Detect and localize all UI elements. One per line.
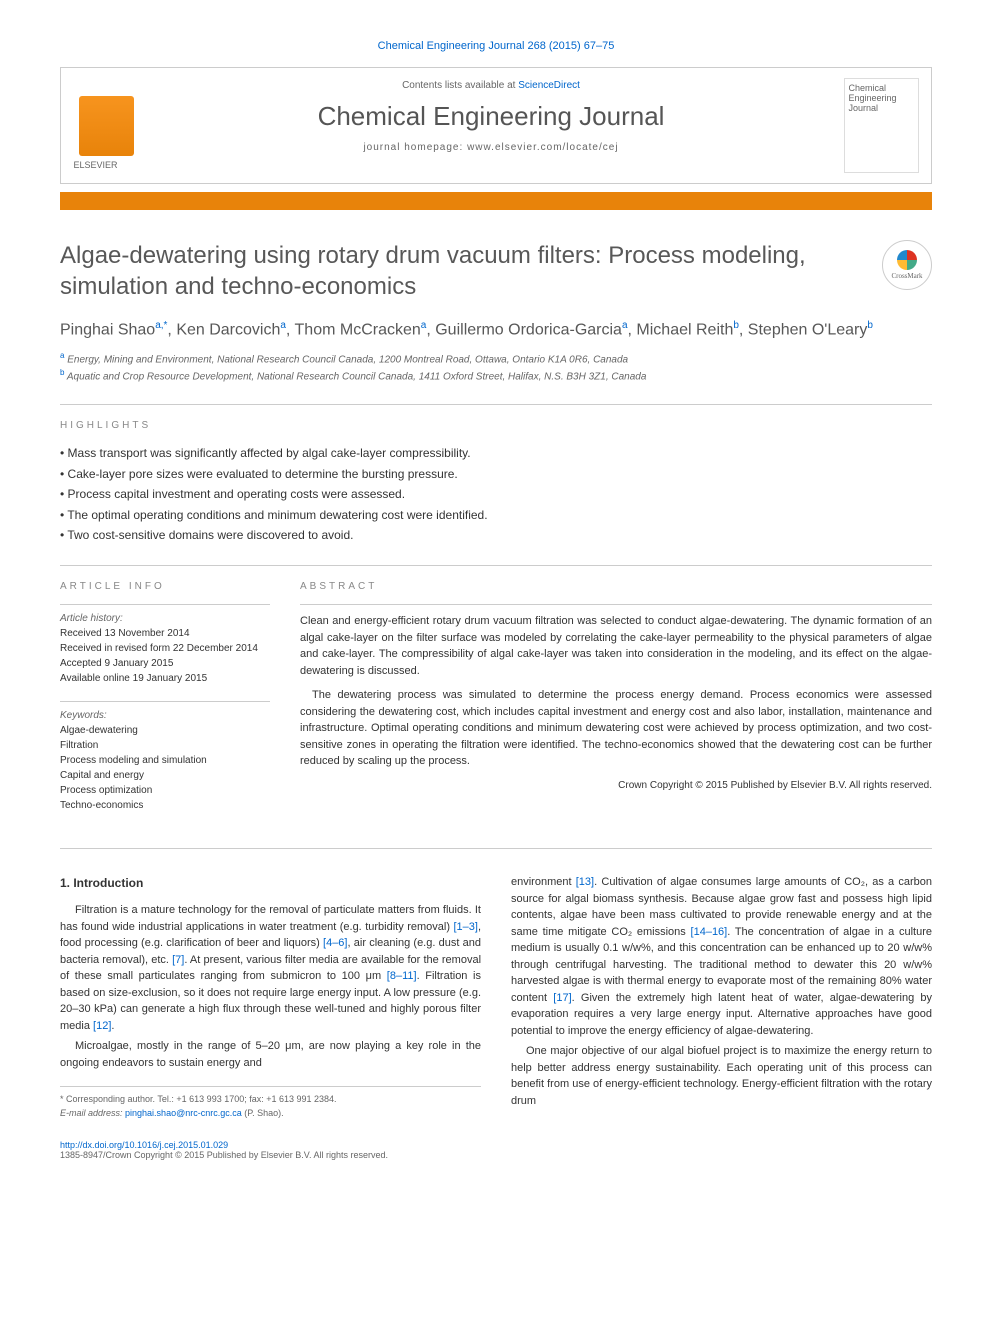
divider	[60, 565, 932, 566]
orange-divider-bar	[60, 192, 932, 210]
highlight-item: Process capital investment and operating…	[60, 484, 932, 504]
ref-link[interactable]: [12]	[93, 1020, 111, 1032]
intro-p2: Microalgae, mostly in the range of 5–20 …	[60, 1038, 481, 1071]
keywords-label: Keywords:	[60, 710, 270, 721]
keyword-item: Filtration	[60, 738, 270, 753]
contents-text: Contents lists available at	[402, 80, 518, 91]
abstract-column: ABSTRACT Clean and energy-efficient rota…	[300, 581, 932, 828]
issn-copyright-line: 1385-8947/Crown Copyright © 2015 Publish…	[60, 1150, 932, 1160]
affiliation-line: b Aquatic and Crop Resource Development,…	[60, 367, 932, 384]
intro-p3: environment [13]. Cultivation of algae c…	[511, 874, 932, 1039]
intro-column-right: environment [13]. Cultivation of algae c…	[511, 874, 932, 1120]
title-row: Algae-dewatering using rotary drum vacuu…	[60, 240, 932, 302]
ref-link[interactable]: [4–6]	[323, 937, 347, 949]
ref-link[interactable]: [1–3]	[453, 921, 477, 933]
history-line: Accepted 9 January 2015	[60, 656, 270, 671]
page-container: Chemical Engineering Journal 268 (2015) …	[0, 0, 992, 1200]
elsevier-logo	[79, 96, 134, 156]
ref-link[interactable]: [17]	[553, 992, 571, 1004]
email-label: E-mail address:	[60, 1108, 125, 1118]
highlight-item: Two cost-sensitive domains were discover…	[60, 525, 932, 545]
ref-link[interactable]: [14–16]	[691, 926, 728, 938]
homepage-url[interactable]: www.elsevier.com/locate/cej	[467, 142, 619, 153]
keyword-item: Capital and energy	[60, 768, 270, 783]
intro-p1: Filtration is a mature technology for th…	[60, 902, 481, 1034]
publisher-logo-cell	[61, 68, 151, 183]
journal-cover-thumbnail: Chemical Engineering Journal	[844, 78, 919, 173]
corr-email-suffix: (P. Shao).	[242, 1108, 284, 1118]
history-line: Received in revised form 22 December 201…	[60, 641, 270, 656]
divider	[60, 848, 932, 849]
crossmark-badge[interactable]: CrossMark	[882, 240, 932, 290]
keyword-item: Algae-dewatering	[60, 723, 270, 738]
ref-link[interactable]: [13]	[576, 876, 594, 888]
corr-email-line: E-mail address: pinghai.shao@nrc-cnrc.gc…	[60, 1107, 481, 1121]
header-center: Contents lists available at ScienceDirec…	[151, 68, 831, 183]
homepage-label: journal homepage:	[363, 142, 467, 153]
intro-heading: 1. Introduction	[60, 874, 481, 892]
ref-link[interactable]: [8–11]	[387, 970, 417, 982]
divider	[60, 404, 932, 405]
affiliation-line: a Energy, Mining and Environment, Nation…	[60, 350, 932, 367]
intro-column-left: 1. Introduction Filtration is a mature t…	[60, 874, 481, 1120]
highlight-item: The optimal operating conditions and min…	[60, 505, 932, 525]
abstract-para-2: The dewatering process was simulated to …	[300, 687, 932, 770]
divider	[60, 701, 270, 702]
doi-link[interactable]: http://dx.doi.org/10.1016/j.cej.2015.01.…	[60, 1140, 228, 1150]
history-line: Received 13 November 2014	[60, 626, 270, 641]
article-history-block: Article history: Received 13 November 20…	[60, 613, 270, 686]
crossmark-icon	[897, 250, 917, 270]
intro-p4: One major objective of our algal biofuel…	[511, 1043, 932, 1109]
contents-available-line: Contents lists available at ScienceDirec…	[163, 80, 819, 91]
article-info-column: ARTICLE INFO Article history: Received 1…	[60, 581, 270, 828]
abstract-para-1: Clean and energy-efficient rotary drum v…	[300, 613, 932, 679]
divider	[300, 604, 932, 605]
corresponding-author-note: * Corresponding author. Tel.: +1 613 993…	[60, 1086, 481, 1120]
highlights-list: Mass transport was significantly affecte…	[60, 443, 932, 545]
crossmark-label: CrossMark	[891, 272, 922, 280]
highlight-item: Cake-layer pore sizes were evaluated to …	[60, 464, 932, 484]
keywords-list: Algae-dewateringFiltrationProcess modeli…	[60, 723, 270, 813]
affiliations: a Energy, Mining and Environment, Nation…	[60, 350, 932, 385]
highlight-item: Mass transport was significantly affecte…	[60, 443, 932, 463]
citation-line: Chemical Engineering Journal 268 (2015) …	[60, 40, 932, 52]
sciencedirect-link[interactable]: ScienceDirect	[518, 80, 580, 91]
abstract-text: Clean and energy-efficient rotary drum v…	[300, 613, 932, 770]
ref-link[interactable]: [7]	[172, 954, 184, 966]
journal-cover-cell: Chemical Engineering Journal	[831, 68, 931, 183]
corr-tel-fax: * Corresponding author. Tel.: +1 613 993…	[60, 1093, 481, 1107]
keyword-item: Process optimization	[60, 783, 270, 798]
keywords-block: Keywords: Algae-dewateringFiltrationProc…	[60, 710, 270, 813]
article-title: Algae-dewatering using rotary drum vacuu…	[60, 240, 867, 302]
corr-email-link[interactable]: pinghai.shao@nrc-cnrc.gc.ca	[125, 1108, 242, 1118]
keyword-item: Techno-economics	[60, 798, 270, 813]
abstract-label: ABSTRACT	[300, 581, 932, 592]
info-abstract-row: ARTICLE INFO Article history: Received 1…	[60, 581, 932, 828]
article-info-label: ARTICLE INFO	[60, 581, 270, 592]
introduction-section: 1. Introduction Filtration is a mature t…	[60, 874, 932, 1120]
journal-header: Contents lists available at ScienceDirec…	[60, 67, 932, 184]
history-lines: Received 13 November 2014Received in rev…	[60, 626, 270, 686]
keyword-item: Process modeling and simulation	[60, 753, 270, 768]
abstract-copyright: Crown Copyright © 2015 Published by Else…	[300, 780, 932, 791]
authors-list: Pinghai Shaoa,*, Ken Darcovicha, Thom Mc…	[60, 320, 932, 339]
journal-homepage-line: journal homepage: www.elsevier.com/locat…	[163, 142, 819, 153]
journal-title: Chemical Engineering Journal	[163, 101, 819, 132]
doi-line: http://dx.doi.org/10.1016/j.cej.2015.01.…	[60, 1140, 932, 1150]
divider	[60, 604, 270, 605]
history-label: Article history:	[60, 613, 270, 624]
highlights-label: HIGHLIGHTS	[60, 420, 932, 431]
history-line: Available online 19 January 2015	[60, 671, 270, 686]
